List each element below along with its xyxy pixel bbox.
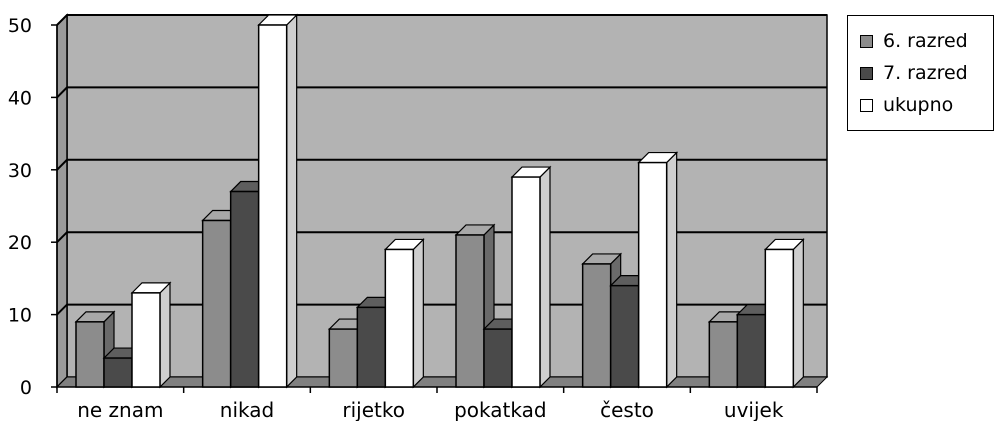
bar-side [792, 237, 804, 389]
x-category-label: uvijek [724, 398, 784, 421]
legend-swatch-6-razred [860, 34, 873, 48]
category-labels: ne znam nikad rijetko pokatkad često uvijek [77, 398, 784, 421]
bar-front [455, 234, 485, 388]
bar-front [736, 313, 767, 388]
gridline [56, 86, 827, 99]
bars [74, 13, 805, 389]
bar-side [666, 151, 678, 389]
legend-swatch-ukupno [860, 98, 873, 112]
x-category-label: nikad [220, 398, 274, 421]
gridline [56, 231, 827, 243]
legend-label: 6. razred [883, 30, 968, 52]
legend-item-7-razred: 7. razred [860, 61, 968, 85]
bar [637, 151, 679, 389]
bar-front [708, 321, 739, 388]
y-tick-label: 40 [8, 87, 32, 109]
bar-side [286, 13, 298, 389]
bar-front [257, 24, 288, 388]
bar-front [637, 161, 668, 388]
y-tick-label: 20 [8, 232, 32, 254]
gridline [56, 303, 827, 316]
x-category-label: ne znam [77, 398, 163, 421]
bar-front [103, 357, 133, 388]
bar-front [384, 248, 415, 388]
bar [510, 165, 552, 389]
x-category-label: rijetko [342, 398, 405, 421]
bar-front [581, 263, 612, 388]
bar [763, 237, 805, 389]
bar-side [412, 237, 424, 389]
legend-label: ukupno [883, 94, 954, 116]
bar-front [201, 219, 232, 388]
bar-front [609, 284, 640, 388]
x-category-label: pokatkad [454, 398, 546, 421]
bar-side [159, 281, 171, 389]
legend-swatch-7-razred [860, 66, 873, 80]
gridlines [56, 14, 827, 316]
y-tick-label: 0 [20, 377, 32, 399]
axes [51, 24, 818, 393]
bar-front [764, 248, 795, 388]
bar [383, 237, 425, 389]
x-category-label: često [600, 398, 654, 421]
plot-walls [55, 13, 829, 389]
bar [130, 281, 172, 389]
side-wall [56, 13, 68, 389]
bar-front [131, 292, 161, 388]
y-tick-label: 10 [8, 305, 32, 327]
bar-front [328, 328, 359, 388]
bar [74, 310, 116, 389]
bar-front [511, 176, 541, 388]
legend-item-ukupno: ukupno [860, 93, 953, 117]
y-tick-label: 30 [8, 160, 32, 182]
bar-front [229, 190, 260, 388]
back-wall [66, 14, 828, 378]
gridline [56, 158, 827, 171]
bar-side [539, 165, 551, 389]
legend-item-6-razred: 6. razred [860, 29, 968, 53]
gridline [56, 14, 827, 26]
y-tick-labels: 0 10 20 30 40 50 [8, 15, 32, 399]
bar-front [75, 321, 105, 388]
bar [257, 13, 299, 389]
legend: 6. razred 7. razred ukupno [847, 15, 994, 131]
legend-label: 7. razred [883, 62, 968, 84]
bar-front [356, 306, 387, 388]
y-tick-label: 50 [8, 15, 32, 37]
bar-front [483, 328, 513, 388]
